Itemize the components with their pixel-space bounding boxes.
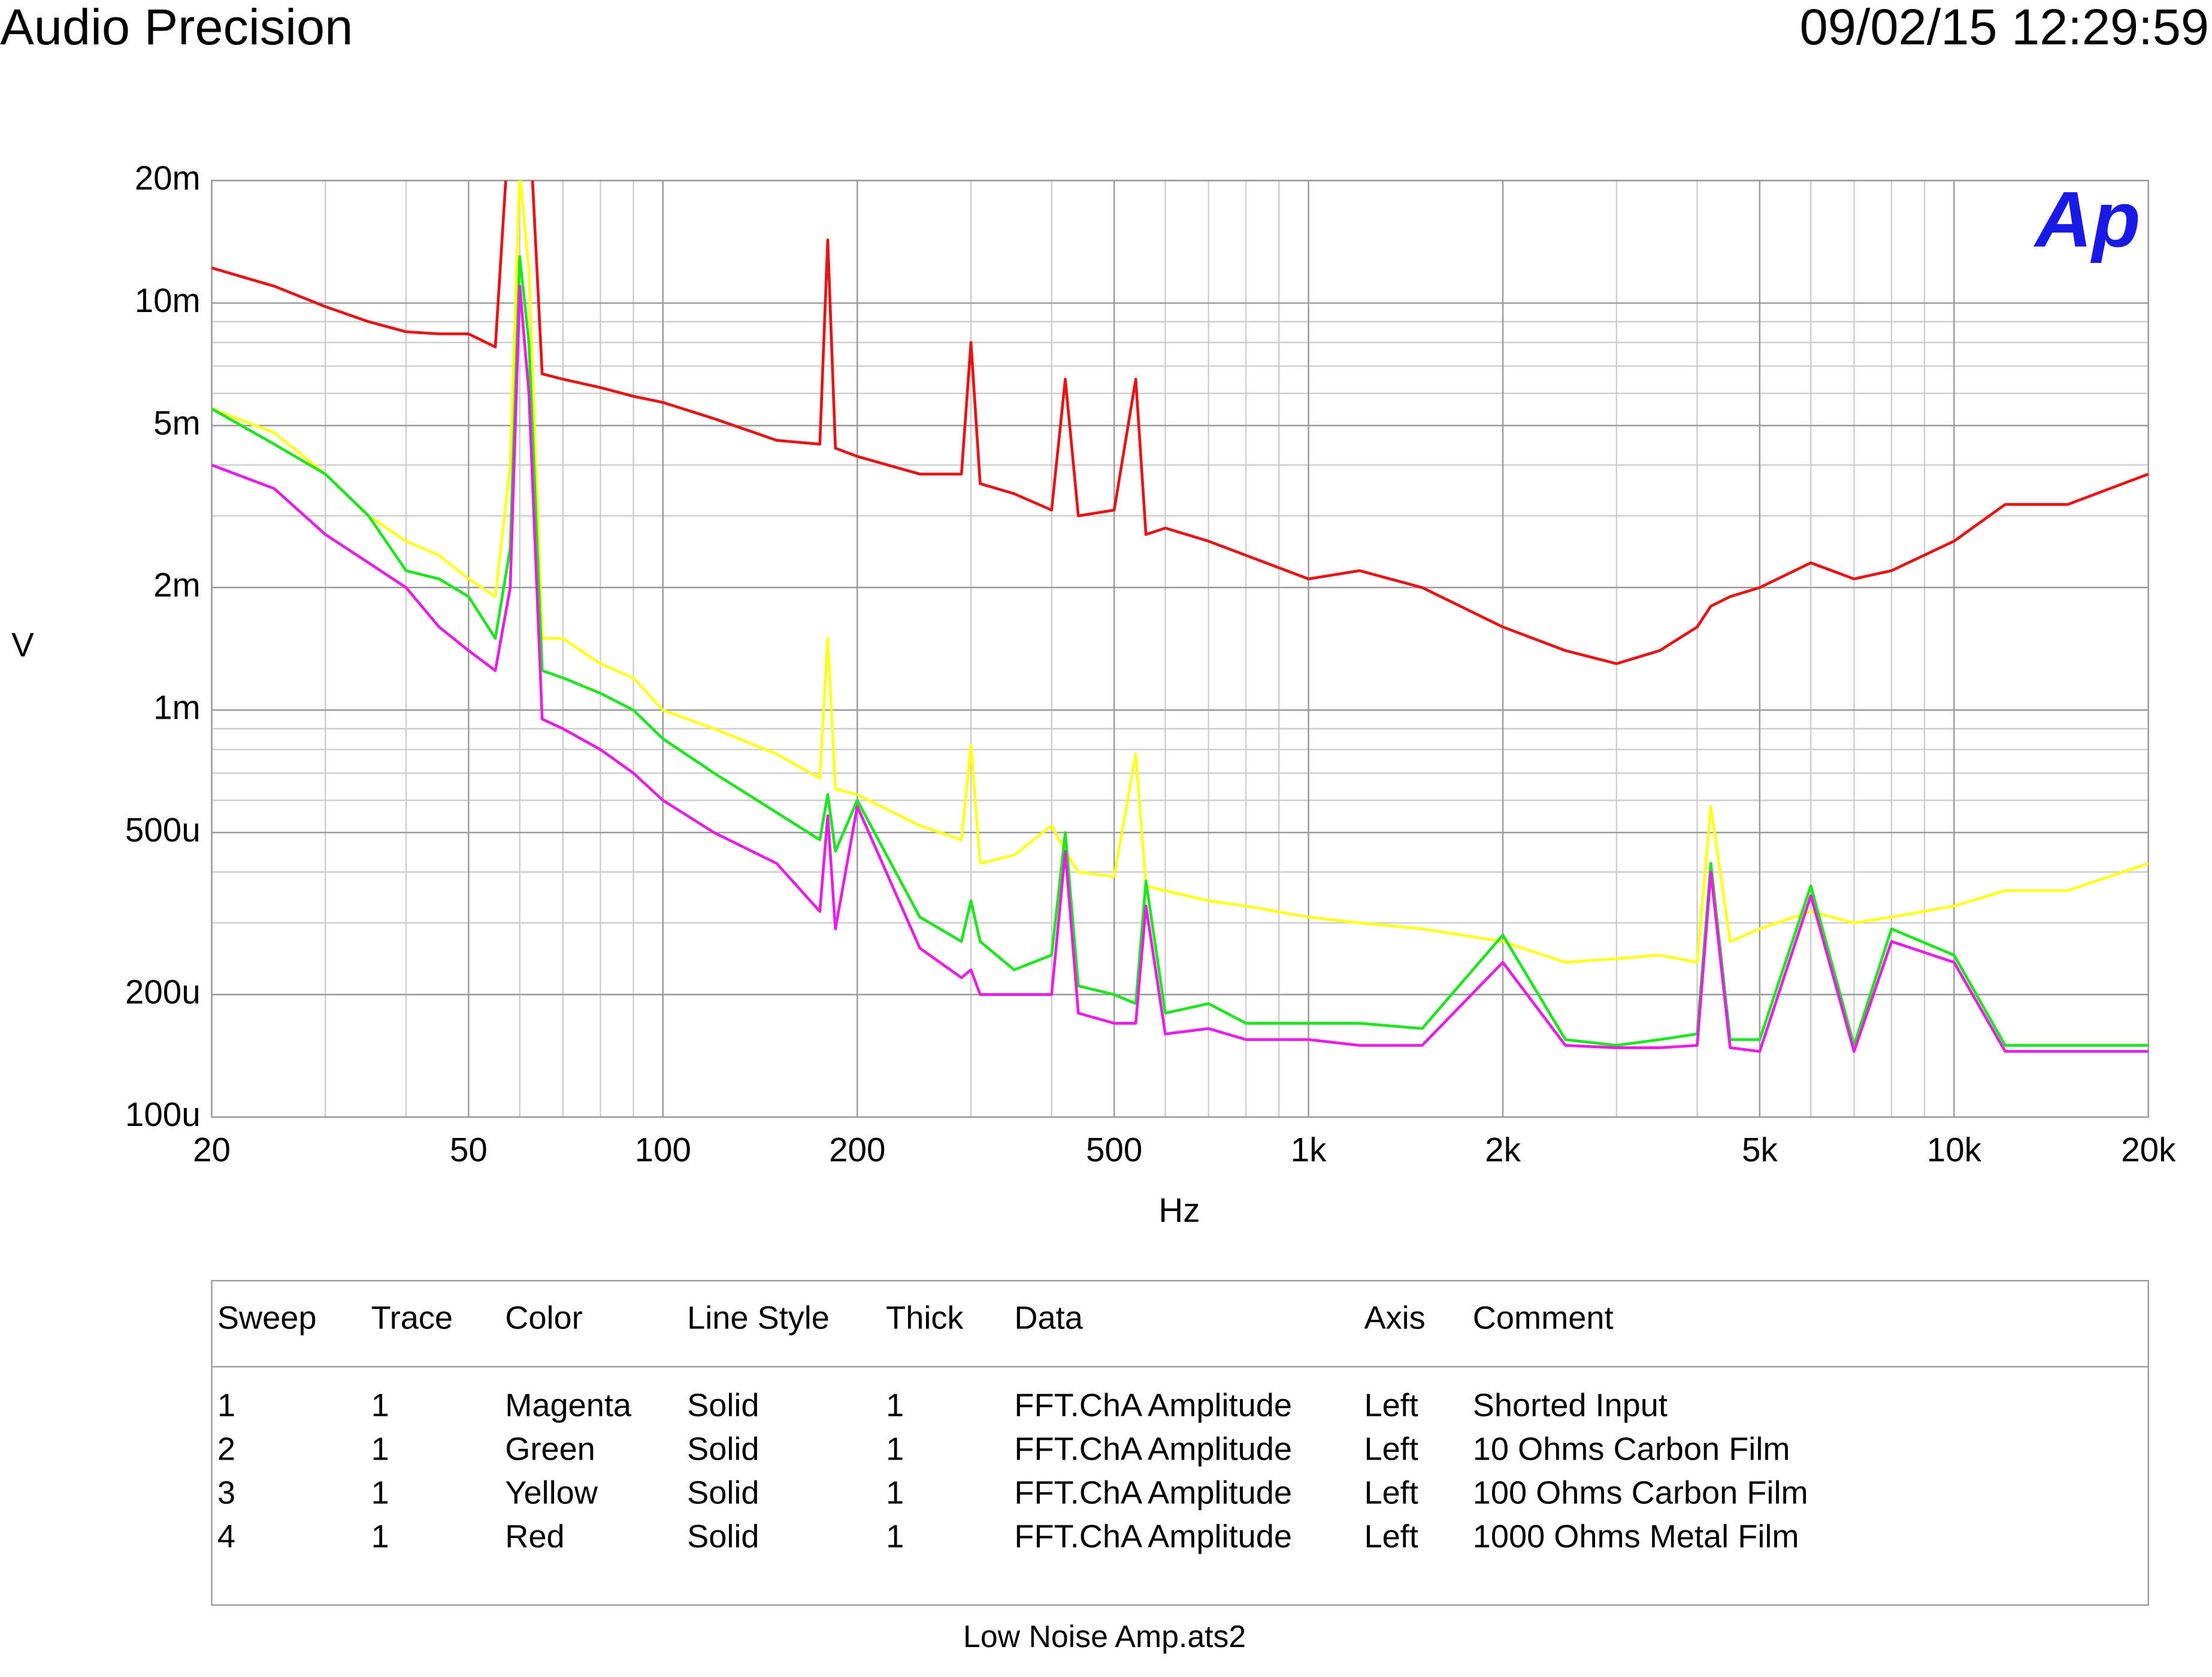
table-cell: 4 bbox=[217, 1519, 235, 1555]
table-header: Comment bbox=[1473, 1300, 1614, 1336]
x-tick-label: 100 bbox=[635, 1131, 691, 1169]
plot-area bbox=[211, 180, 2149, 1118]
x-tick-label: 20 bbox=[193, 1131, 231, 1169]
logo: Ap bbox=[2034, 175, 2141, 264]
table-cell: FFT.ChA Amplitude bbox=[1014, 1519, 1292, 1555]
table-cell: Left bbox=[1364, 1431, 1418, 1467]
y-tick-label: 10m bbox=[135, 281, 201, 319]
legend-table bbox=[211, 1280, 2149, 1606]
table-cell: FFT.ChA Amplitude bbox=[1014, 1431, 1292, 1467]
y-tick-label: 100u bbox=[125, 1095, 201, 1133]
table-cell: 1 bbox=[371, 1431, 389, 1467]
footer: Low Noise Amp.ats2 bbox=[963, 1619, 1246, 1654]
table-header: Line Style bbox=[687, 1300, 830, 1336]
table-cell: Solid bbox=[687, 1431, 759, 1467]
table-cell: Magenta bbox=[505, 1388, 632, 1424]
table-cell: Green bbox=[505, 1431, 595, 1467]
x-tick-label: 2k bbox=[1485, 1131, 1521, 1169]
table-cell: 1 bbox=[217, 1388, 235, 1424]
table-cell: 1 bbox=[886, 1475, 904, 1511]
timestamp: 09/02/15 12:29:59 bbox=[1800, 0, 2209, 55]
table-cell: 1 bbox=[371, 1475, 389, 1511]
y-tick-label: 500u bbox=[125, 811, 201, 849]
table-header: Thick bbox=[886, 1300, 964, 1336]
x-tick-label: 50 bbox=[450, 1131, 488, 1169]
table-header: Sweep bbox=[217, 1300, 317, 1336]
y-axis-label: V bbox=[11, 626, 34, 664]
table-cell: 1 bbox=[886, 1431, 904, 1467]
table-cell: 1 bbox=[371, 1388, 389, 1424]
table-cell: Left bbox=[1364, 1519, 1418, 1555]
y-tick-label: 1m bbox=[153, 688, 201, 726]
table-header: Axis bbox=[1364, 1300, 1425, 1336]
y-tick-label: 5m bbox=[153, 404, 201, 441]
app-title: Audio Precision bbox=[0, 0, 353, 55]
traces bbox=[211, 180, 2149, 1053]
x-tick-label: 1k bbox=[1291, 1131, 1327, 1169]
table-cell: Solid bbox=[687, 1475, 759, 1511]
table-cell: 10 Ohms Carbon Film bbox=[1473, 1431, 1790, 1467]
y-tick-label: 2m bbox=[153, 566, 201, 604]
trace bbox=[211, 284, 2149, 1053]
y-tick-label: 20m bbox=[135, 159, 201, 196]
x-tick-label: 500 bbox=[1086, 1131, 1142, 1169]
table-cell: FFT.ChA Amplitude bbox=[1014, 1475, 1292, 1511]
table-cell: 1 bbox=[371, 1519, 389, 1555]
table-cell: Solid bbox=[687, 1519, 759, 1555]
x-tick-label: 200 bbox=[829, 1131, 885, 1169]
table-cell: 1000 Ohms Metal Film bbox=[1473, 1519, 1799, 1555]
x-tick-label: 20k bbox=[2121, 1131, 2176, 1169]
table-cell: Left bbox=[1364, 1388, 1418, 1424]
trace bbox=[211, 180, 2149, 964]
trace bbox=[211, 180, 2149, 665]
table-cell: 2 bbox=[217, 1431, 235, 1467]
table-cell: 1 bbox=[886, 1519, 904, 1555]
x-axis-label: Hz bbox=[1158, 1191, 1200, 1229]
table-cell: Yellow bbox=[505, 1475, 598, 1511]
table-header: Data bbox=[1014, 1300, 1083, 1336]
table-cell: 100 Ohms Carbon Film bbox=[1473, 1475, 1808, 1511]
x-tick-label: 10k bbox=[1927, 1131, 1982, 1169]
table-cell: 1 bbox=[886, 1388, 904, 1424]
table-cell: Red bbox=[505, 1519, 564, 1555]
y-tick-label: 200u bbox=[125, 973, 201, 1010]
table-cell: Left bbox=[1364, 1475, 1418, 1511]
table-header: Color bbox=[505, 1300, 582, 1336]
table-cell: Solid bbox=[687, 1388, 759, 1424]
table-header: Trace bbox=[371, 1300, 453, 1336]
table-cell: Shorted Input bbox=[1473, 1388, 1668, 1424]
table-cell: 3 bbox=[217, 1475, 235, 1511]
table-cell: FFT.ChA Amplitude bbox=[1014, 1388, 1292, 1424]
x-tick-label: 5k bbox=[1742, 1131, 1778, 1169]
